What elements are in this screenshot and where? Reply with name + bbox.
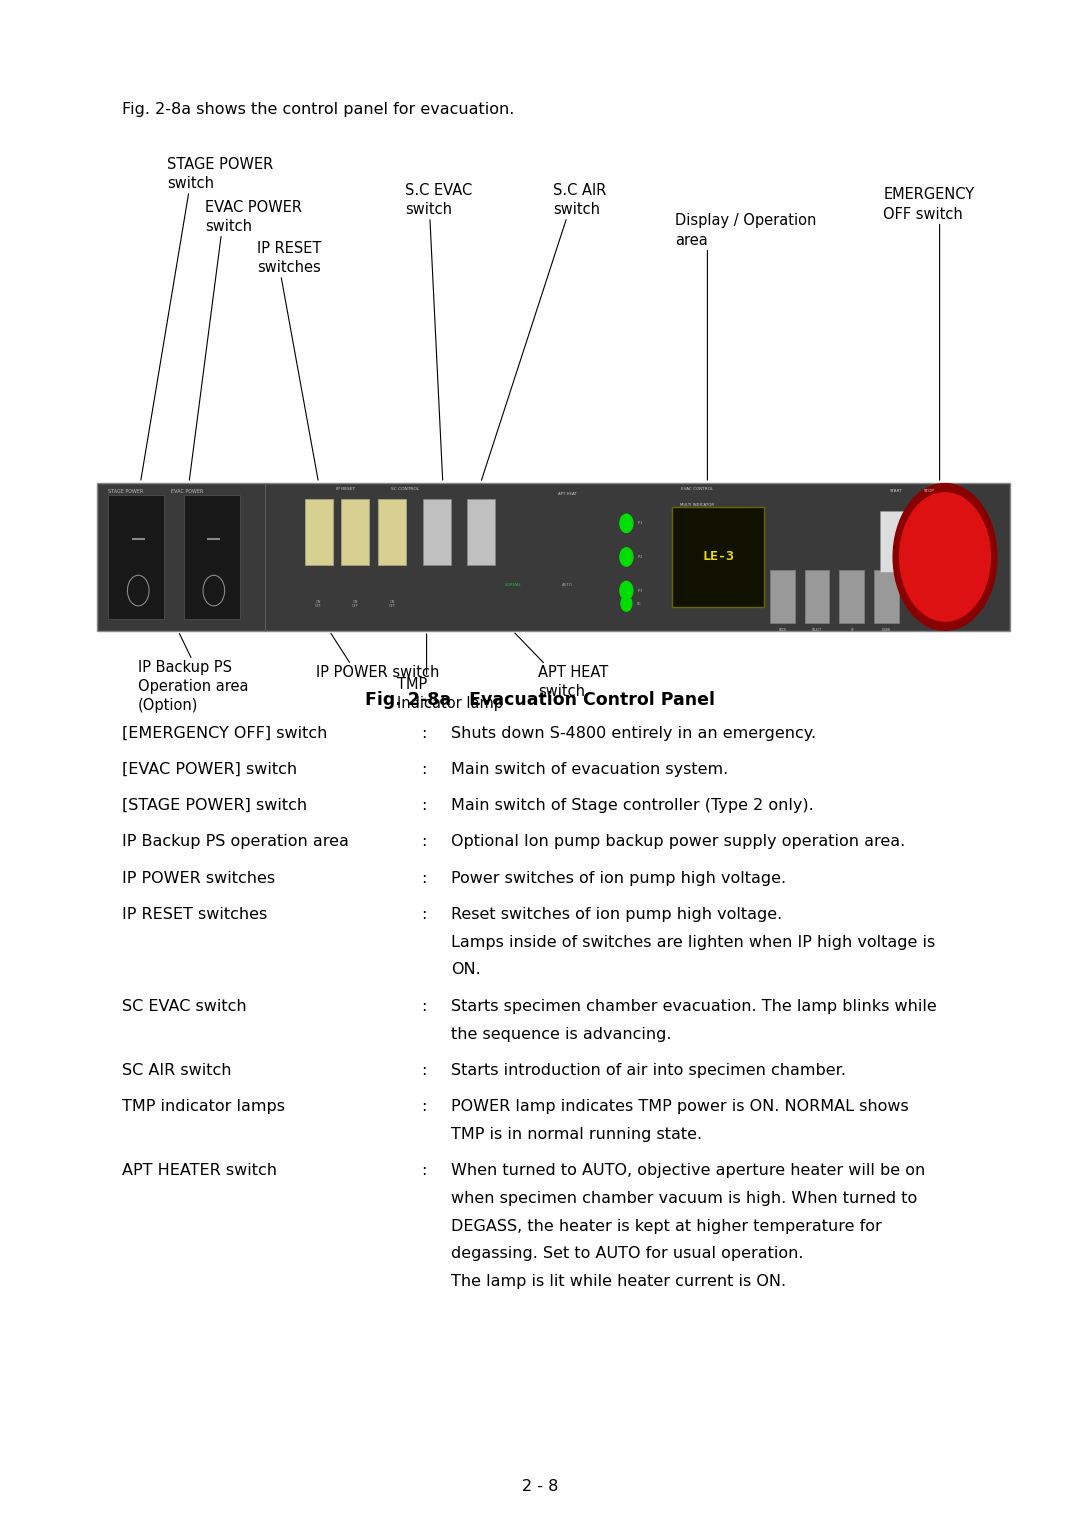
Text: EVAC CONTROL: EVAC CONTROL bbox=[680, 487, 713, 492]
FancyBboxPatch shape bbox=[184, 495, 240, 619]
Text: SELECT: SELECT bbox=[812, 628, 823, 633]
Text: EMERGENCY
OFF switch: EMERGENCY OFF switch bbox=[883, 188, 974, 222]
Text: MODE: MODE bbox=[779, 628, 787, 633]
Text: IP RESET
switches: IP RESET switches bbox=[257, 241, 322, 275]
Text: :: : bbox=[421, 1163, 426, 1178]
Text: Starts introduction of air into specimen chamber.: Starts introduction of air into specimen… bbox=[451, 1062, 847, 1077]
Text: STOP: STOP bbox=[923, 489, 934, 494]
Text: Fig. 2-8a   Evacuation Control Panel: Fig. 2-8a Evacuation Control Panel bbox=[365, 691, 715, 709]
Circle shape bbox=[893, 483, 997, 630]
FancyBboxPatch shape bbox=[880, 510, 910, 573]
Text: IP2: IP2 bbox=[637, 555, 643, 559]
Text: DEGASS, the heater is kept at higher temperature for: DEGASS, the heater is kept at higher tem… bbox=[451, 1218, 882, 1233]
Text: IP POWER switch: IP POWER switch bbox=[316, 665, 440, 680]
Text: ON.: ON. bbox=[451, 963, 482, 978]
FancyBboxPatch shape bbox=[341, 498, 369, 565]
Text: IP3: IP3 bbox=[637, 588, 643, 593]
Text: APT HEAT: APT HEAT bbox=[557, 492, 577, 497]
FancyBboxPatch shape bbox=[378, 498, 406, 565]
Text: :: : bbox=[421, 906, 426, 921]
Text: degassing. Set to AUTO for usual operation.: degassing. Set to AUTO for usual operati… bbox=[451, 1247, 804, 1262]
Text: Fig. 2-8a shows the control panel for evacuation.: Fig. 2-8a shows the control panel for ev… bbox=[122, 102, 514, 118]
Text: SC CONTROL: SC CONTROL bbox=[391, 487, 419, 492]
Text: :: : bbox=[421, 1099, 426, 1114]
Text: Reset switches of ion pump high voltage.: Reset switches of ion pump high voltage. bbox=[451, 906, 783, 921]
Text: EVAC POWER: EVAC POWER bbox=[171, 489, 203, 494]
Text: Lamps inside of switches are lighten when IP high voltage is: Lamps inside of switches are lighten whe… bbox=[451, 935, 935, 950]
Text: SC EVAC switch: SC EVAC switch bbox=[122, 999, 246, 1013]
Text: APT HEAT
switch: APT HEAT switch bbox=[538, 665, 608, 698]
Text: START: START bbox=[890, 489, 903, 494]
Text: SC: SC bbox=[637, 602, 642, 605]
Text: APT HEATER switch: APT HEATER switch bbox=[122, 1163, 278, 1178]
FancyBboxPatch shape bbox=[839, 570, 864, 623]
Text: [STAGE POWER] switch: [STAGE POWER] switch bbox=[122, 798, 307, 813]
Text: ON
OFF: ON OFF bbox=[315, 599, 322, 608]
Text: IP Backup PS operation area: IP Backup PS operation area bbox=[122, 834, 349, 850]
Text: TMP
Indicator lamp: TMP Indicator lamp bbox=[397, 677, 503, 711]
Text: SC AIR switch: SC AIR switch bbox=[122, 1062, 231, 1077]
Text: :: : bbox=[421, 798, 426, 813]
Text: MULTI INDICATOR: MULTI INDICATOR bbox=[679, 503, 714, 507]
Text: IP1: IP1 bbox=[637, 521, 643, 526]
Text: TMP indicator lamps: TMP indicator lamps bbox=[122, 1099, 285, 1114]
Text: [EVAC POWER] switch: [EVAC POWER] switch bbox=[122, 762, 297, 778]
Text: NORMAL: NORMAL bbox=[504, 584, 522, 587]
Text: Main switch of Stage controller (Type 2 only).: Main switch of Stage controller (Type 2 … bbox=[451, 798, 814, 813]
Text: Main switch of evacuation system.: Main switch of evacuation system. bbox=[451, 762, 729, 778]
Text: [EMERGENCY OFF] switch: [EMERGENCY OFF] switch bbox=[122, 726, 327, 741]
FancyBboxPatch shape bbox=[770, 570, 795, 623]
Text: AUTO: AUTO bbox=[562, 584, 572, 587]
FancyBboxPatch shape bbox=[467, 498, 495, 565]
Text: S.C EVAC
switch: S.C EVAC switch bbox=[405, 183, 472, 217]
Text: the sequence is advancing.: the sequence is advancing. bbox=[451, 1027, 672, 1042]
Text: UP: UP bbox=[850, 628, 854, 633]
FancyBboxPatch shape bbox=[305, 498, 333, 565]
Text: LE-3: LE-3 bbox=[702, 550, 734, 564]
FancyBboxPatch shape bbox=[805, 570, 829, 623]
FancyBboxPatch shape bbox=[97, 483, 1010, 631]
Text: :: : bbox=[421, 834, 426, 850]
Text: ON
OFF: ON OFF bbox=[352, 599, 359, 608]
FancyBboxPatch shape bbox=[874, 570, 899, 623]
FancyBboxPatch shape bbox=[108, 495, 164, 619]
Circle shape bbox=[900, 492, 990, 620]
Text: IP Backup PS
Operation area
(Option): IP Backup PS Operation area (Option) bbox=[138, 660, 248, 714]
Text: S.C AIR
switch: S.C AIR switch bbox=[553, 183, 606, 217]
Circle shape bbox=[620, 513, 633, 533]
Circle shape bbox=[620, 547, 633, 565]
Text: The lamp is lit while heater current is ON.: The lamp is lit while heater current is … bbox=[451, 1274, 786, 1290]
Text: :: : bbox=[421, 762, 426, 778]
Text: Display / Operation
area: Display / Operation area bbox=[675, 214, 816, 248]
Text: When turned to AUTO, objective aperture heater will be on: When turned to AUTO, objective aperture … bbox=[451, 1163, 926, 1178]
Text: IP RESET: IP RESET bbox=[336, 487, 355, 492]
Text: STAGE POWER
switch: STAGE POWER switch bbox=[167, 157, 273, 191]
Text: Optional Ion pump backup power supply operation area.: Optional Ion pump backup power supply op… bbox=[451, 834, 906, 850]
Circle shape bbox=[621, 596, 632, 611]
Text: EVAC POWER
switch: EVAC POWER switch bbox=[205, 200, 302, 234]
FancyBboxPatch shape bbox=[423, 498, 451, 565]
Text: ON
OFF: ON OFF bbox=[389, 599, 395, 608]
Text: :: : bbox=[421, 1062, 426, 1077]
Text: :: : bbox=[421, 871, 426, 886]
Text: DOWN: DOWN bbox=[882, 628, 891, 633]
Text: Shuts down S-4800 entirely in an emergency.: Shuts down S-4800 entirely in an emergen… bbox=[451, 726, 816, 741]
FancyBboxPatch shape bbox=[913, 510, 943, 573]
Text: TMP is in normal running state.: TMP is in normal running state. bbox=[451, 1126, 703, 1141]
Circle shape bbox=[620, 582, 633, 601]
Text: :: : bbox=[421, 999, 426, 1013]
Text: IP POWER switches: IP POWER switches bbox=[122, 871, 275, 886]
Text: IP RESET switches: IP RESET switches bbox=[122, 906, 267, 921]
Text: Starts specimen chamber evacuation. The lamp blinks while: Starts specimen chamber evacuation. The … bbox=[451, 999, 937, 1013]
Text: 2 - 8: 2 - 8 bbox=[522, 1479, 558, 1494]
Text: STAGE POWER: STAGE POWER bbox=[108, 489, 144, 494]
Text: :: : bbox=[421, 726, 426, 741]
Text: Power switches of ion pump high voltage.: Power switches of ion pump high voltage. bbox=[451, 871, 786, 886]
Text: when specimen chamber vacuum is high. When turned to: when specimen chamber vacuum is high. Wh… bbox=[451, 1190, 918, 1206]
Text: POWER lamp indicates TMP power is ON. NORMAL shows: POWER lamp indicates TMP power is ON. NO… bbox=[451, 1099, 909, 1114]
FancyBboxPatch shape bbox=[672, 507, 764, 607]
